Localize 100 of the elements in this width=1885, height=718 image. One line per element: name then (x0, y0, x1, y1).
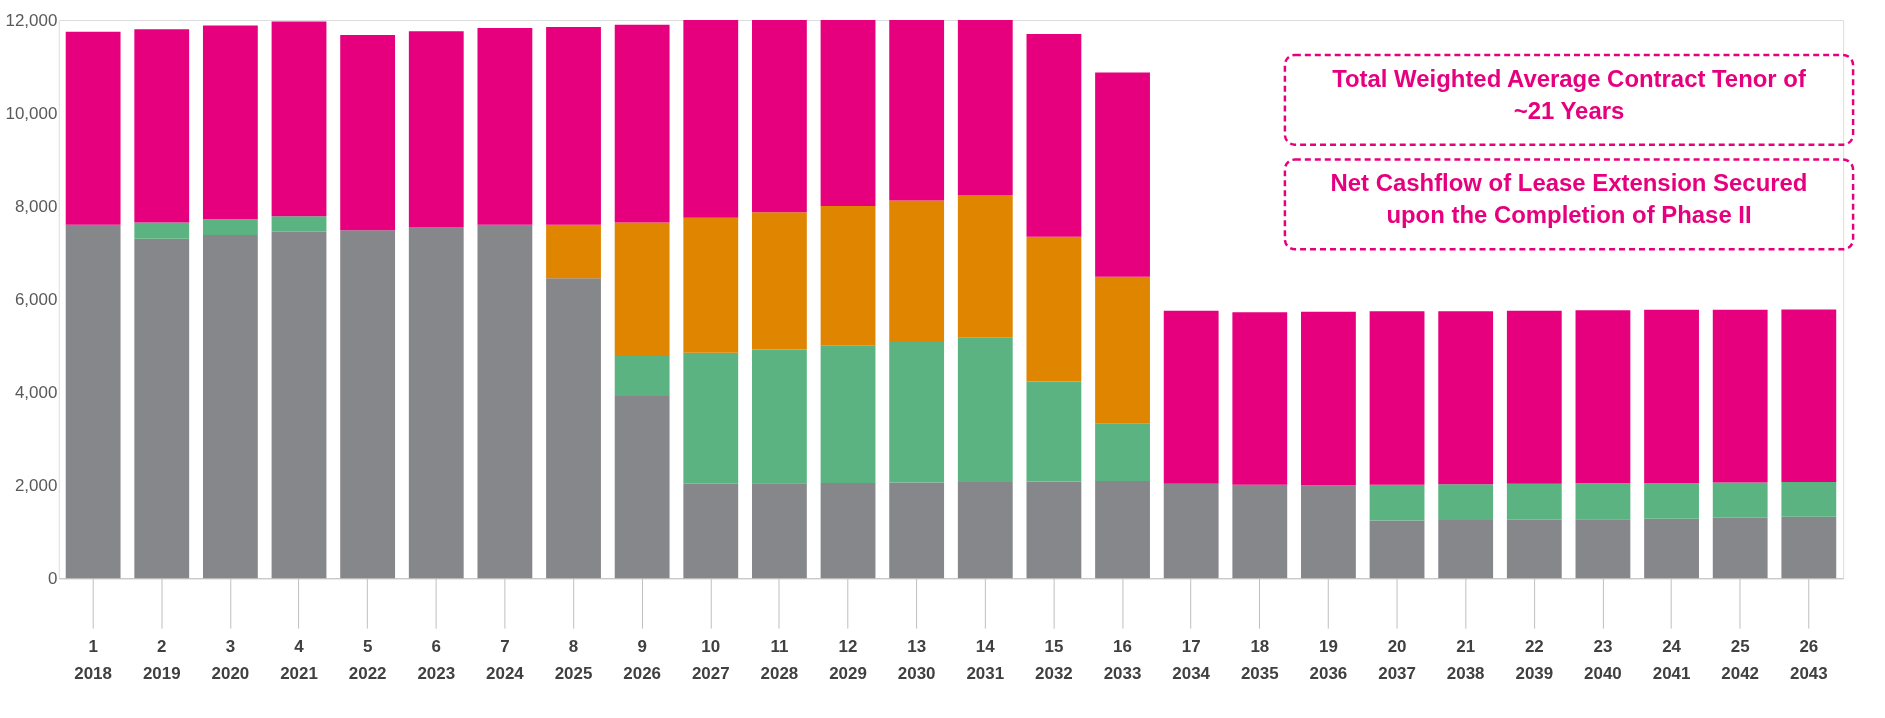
bar (1095, 72, 1150, 277)
bar (271, 231, 327, 579)
bar (1781, 516, 1837, 579)
bar (1712, 482, 1768, 518)
x-tick-label: 6 2023 (417, 636, 456, 684)
bar (1506, 483, 1562, 520)
bar (1438, 311, 1494, 485)
bar (1095, 481, 1150, 579)
bar (1026, 236, 1082, 382)
bar (546, 224, 601, 279)
bar (1301, 311, 1356, 486)
annotation: Total Weighted Average Contract Tenor of ~21 Years (1332, 64, 1806, 124)
bar (614, 24, 670, 223)
bar (683, 352, 739, 484)
bar (134, 238, 190, 579)
bar (820, 20, 876, 207)
bar (477, 224, 533, 579)
x-tick-label: 22 2039 (1515, 636, 1554, 684)
bar (1712, 309, 1768, 483)
x-tick-label: 4 2021 (280, 636, 318, 684)
bar (1575, 483, 1631, 520)
bar (1026, 381, 1082, 482)
bar (202, 25, 258, 220)
x-tick-label: 5 2022 (348, 636, 387, 684)
x-tick-label: 25 2042 (1721, 636, 1760, 684)
x-tick-label: 15 2032 (1035, 636, 1073, 684)
x-tick-label: 3 2020 (211, 636, 250, 684)
y-tick-label: 0 (47, 568, 58, 588)
bar (1369, 311, 1425, 485)
bar (1232, 484, 1288, 579)
bar (65, 224, 121, 579)
bar (1026, 33, 1082, 237)
bar (1575, 310, 1631, 484)
bar (1506, 519, 1562, 579)
bar (889, 482, 945, 579)
bar (1644, 482, 1699, 519)
x-tick-label: 19 2036 (1309, 636, 1348, 684)
bar (1781, 481, 1837, 517)
x-tick-label: 20 2037 (1378, 636, 1416, 684)
bar (683, 20, 739, 218)
bar (1301, 485, 1356, 579)
bar (957, 20, 1013, 195)
bar (751, 20, 807, 213)
bar (1781, 309, 1837, 482)
bar (1095, 276, 1150, 424)
bar (889, 200, 945, 342)
bar (1712, 517, 1768, 579)
bar (408, 31, 464, 228)
x-tick-label: 18 2035 (1240, 636, 1279, 684)
bar (820, 345, 876, 483)
x-tick-label: 2 2019 (142, 636, 181, 684)
x-tick-label: 7 2024 (486, 636, 525, 684)
bar (65, 31, 121, 225)
bar (546, 27, 601, 225)
bar (889, 341, 945, 483)
x-tick-label: 16 2033 (1103, 636, 1142, 684)
bar (957, 481, 1013, 579)
bar (1163, 483, 1219, 579)
bar (751, 212, 807, 350)
bar (1644, 518, 1699, 579)
bar (134, 29, 190, 223)
x-tick-label: 21 2038 (1446, 636, 1485, 684)
y-tick-label: 10,000 (5, 103, 58, 123)
x-tick-label: 13 2030 (897, 636, 936, 684)
bar (1438, 484, 1494, 521)
bar (683, 217, 739, 353)
x-tick-label: 11 2028 (760, 636, 799, 684)
bar (1644, 309, 1699, 483)
bar (1506, 310, 1562, 484)
x-tick-label: 9 2026 (623, 636, 661, 684)
y-tick-label: 2,000 (14, 475, 58, 495)
bar (1095, 423, 1150, 482)
y-tick-label: 6,000 (14, 289, 58, 309)
bar (202, 219, 258, 235)
bar (271, 216, 327, 232)
bar (683, 483, 739, 579)
bar (340, 230, 396, 579)
x-tick-label: 26 2043 (1789, 636, 1828, 684)
y-tick-label: 4,000 (14, 382, 58, 402)
bar (820, 206, 876, 346)
bar (614, 355, 670, 396)
bar (820, 482, 876, 579)
bar (751, 349, 807, 484)
bar (957, 337, 1013, 482)
y-tick-label: 12,000 (5, 10, 58, 30)
bar (1369, 484, 1425, 521)
annotation: Net Cashflow of Lease Extension Secured upon the Completion of Phase II (1330, 169, 1808, 229)
bar (1163, 310, 1219, 484)
bar (1575, 519, 1631, 579)
bar (546, 278, 601, 579)
bar (889, 20, 945, 201)
bar (1232, 312, 1288, 485)
bar (202, 234, 258, 579)
bar (408, 227, 464, 579)
bar (1438, 520, 1494, 579)
bar (134, 222, 190, 239)
bar (477, 27, 533, 225)
bar (614, 395, 670, 579)
bar (957, 194, 1013, 338)
bar (271, 21, 327, 217)
